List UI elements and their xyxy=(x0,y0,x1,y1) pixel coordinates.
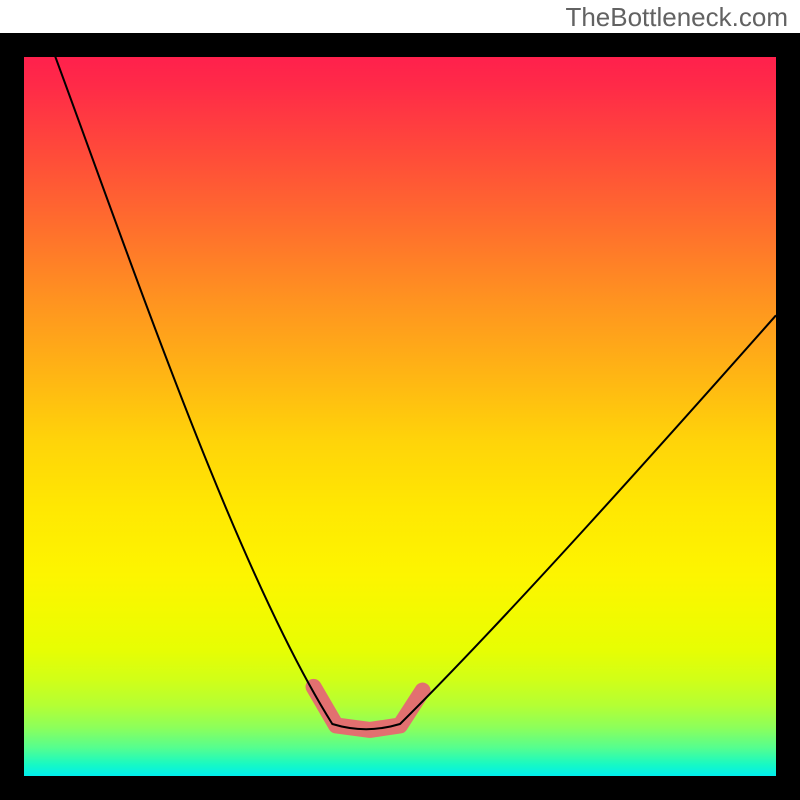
chart-frame xyxy=(0,33,800,800)
watermark-text: TheBottleneck.com xyxy=(565,2,788,33)
